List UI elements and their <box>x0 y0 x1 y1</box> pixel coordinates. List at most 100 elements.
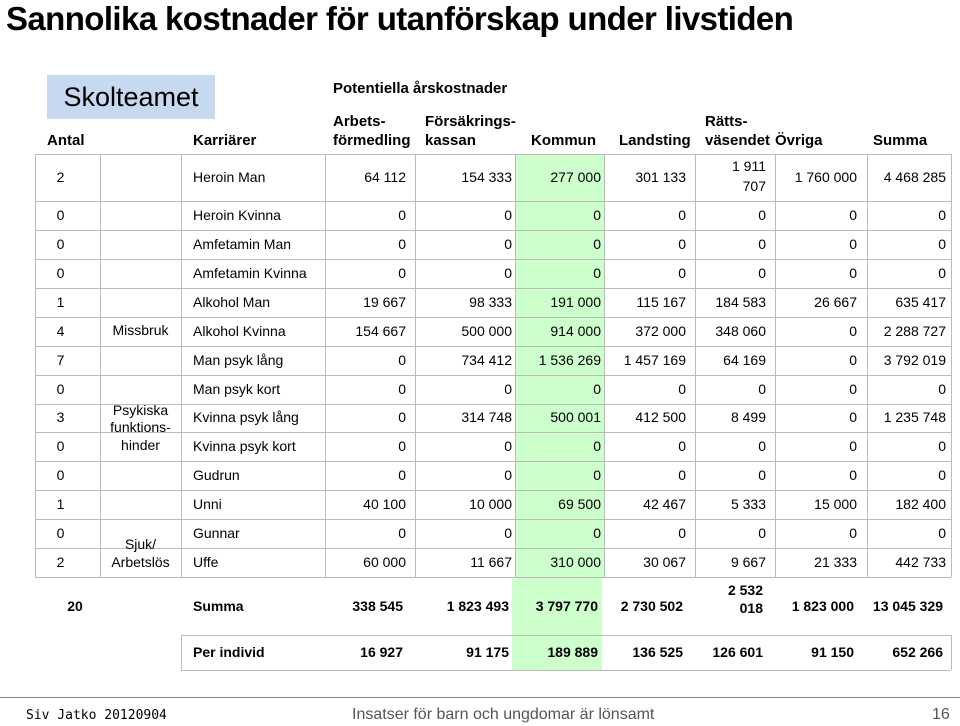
header-summa: Summa <box>873 132 928 149</box>
per-individ-value: 16 927 <box>360 644 403 660</box>
value-cell: 500 000 <box>461 322 512 339</box>
team-badge: Skolteamet <box>47 75 215 119</box>
value-cell: 8 499 <box>730 409 766 425</box>
value-cell: 40 100 <box>363 495 406 512</box>
value-cell: 0 <box>849 409 857 425</box>
value-cell: 0 <box>678 466 686 483</box>
col-line <box>604 154 605 577</box>
header-rattsvasendet-l1: Rätts- <box>705 113 748 130</box>
summa-value: 2 730 502 <box>620 598 683 614</box>
page-number: 16 <box>932 706 950 723</box>
col-line <box>100 154 101 577</box>
value-cell: 0 <box>938 466 946 483</box>
value-cell: 0 <box>504 264 512 281</box>
antal-cell: 3 <box>56 409 65 425</box>
summa-antal: 20 <box>67 598 83 614</box>
per-individ-right-line <box>951 635 952 670</box>
value-cell: 0 <box>398 206 406 223</box>
col-line <box>515 154 516 577</box>
value-cell: 0 <box>504 235 512 252</box>
row-line <box>35 461 951 462</box>
value-cell: 0 <box>398 524 406 541</box>
row-line <box>35 230 951 231</box>
summa-label: Summa <box>193 598 244 614</box>
header-kommun: Kommun <box>531 132 596 149</box>
value-cell: 0 <box>758 206 766 223</box>
antal-cell: 0 <box>56 380 65 397</box>
antal-cell: 1 <box>56 293 65 310</box>
value-cell: 372 000 <box>635 322 686 339</box>
header-antal: Antal <box>47 132 85 149</box>
value-cell: 0 <box>938 235 946 252</box>
value-cell: 64 112 <box>364 168 406 185</box>
header-forsakringskassan-l1: Försäkrings- <box>425 113 516 130</box>
antal-cell: 0 <box>56 264 65 281</box>
row-line <box>35 346 951 347</box>
antal-cell: 0 <box>56 524 65 541</box>
footer-title: Insatser för barn och ungdomar är lönsam… <box>352 706 655 723</box>
value-cell: 0 <box>849 264 857 281</box>
antal-cell: 0 <box>56 437 65 454</box>
value-cell: 60 000 <box>363 553 406 570</box>
value-cell: 0 <box>678 437 686 454</box>
value-cell: 11 667 <box>470 553 512 570</box>
value-cell: 0 <box>593 264 601 281</box>
value-cell: 0 <box>938 206 946 223</box>
value-cell: 1 760 000 <box>794 168 857 185</box>
antal-cell: 7 <box>56 351 65 368</box>
value-cell: 0 <box>758 264 766 281</box>
value-cell: 10 000 <box>469 495 512 512</box>
col-line <box>415 154 416 577</box>
value-cell: 0 <box>678 380 686 397</box>
career-name: Amfetamin Man <box>193 235 292 252</box>
value-cell: 30 067 <box>643 553 686 570</box>
value-cell: 0 <box>593 466 601 483</box>
antal-cell: 2 <box>56 553 65 570</box>
value-cell: 15 000 <box>814 495 857 512</box>
value-cell: 0 <box>398 235 406 252</box>
value-cell: 184 583 <box>715 293 766 310</box>
value-cell: 3 792 019 <box>883 351 946 368</box>
header-karriarer: Karriärer <box>193 132 257 149</box>
value-cell: 0 <box>849 235 857 252</box>
per-individ-value: 91 150 <box>811 644 854 660</box>
summa-value: 1 823 000 <box>791 598 854 614</box>
value-cell: 26 667 <box>814 293 857 310</box>
value-cell: 0 <box>398 437 406 454</box>
value-cell: 191 000 <box>550 293 601 310</box>
per-individ-value: 91 175 <box>466 644 509 660</box>
per-individ-value: 126 601 <box>712 644 763 660</box>
header-arbetsformedling-l2: förmedling <box>333 132 411 149</box>
header-arbetsformedling: Arbets- förmedling <box>333 112 411 150</box>
footer-author: Siv Jatko 20120904 <box>26 708 167 723</box>
value-cell: 42 467 <box>643 495 686 512</box>
value-cell: 1 235 748 <box>883 409 946 425</box>
value-cell: 442 733 <box>895 553 946 570</box>
per-individ-value: 189 889 <box>547 644 598 660</box>
value-cell: 301 133 <box>635 168 686 185</box>
value-cell: 277 000 <box>550 168 601 185</box>
summa-kommun-highlight <box>512 578 602 635</box>
value-cell: 0 <box>398 351 406 368</box>
value-cell: 0 <box>758 524 766 541</box>
cost-group-header: Potentiella årskostnader <box>333 80 508 97</box>
value-cell: 0 <box>593 380 601 397</box>
footer-divider <box>0 697 960 698</box>
career-name: Kvinna psyk lång <box>193 409 299 425</box>
group-psykiska-l2: funktions- <box>110 419 171 435</box>
value-cell: 19 667 <box>363 293 406 310</box>
value-cell: 154 667 <box>355 322 406 339</box>
value-cell: 0 <box>938 380 946 397</box>
page-title: Sannolika kostnader för utanförskap unde… <box>6 0 794 37</box>
value-cell: 0 <box>593 437 601 454</box>
value-cell: 0 <box>678 235 686 252</box>
value-cell: 9 667 <box>730 553 766 570</box>
value-cell: 0 <box>849 322 857 339</box>
col-line <box>951 154 952 577</box>
header-rattsvasendet-l2: väsendet <box>705 132 771 149</box>
value-cell: 0 <box>593 206 601 223</box>
career-name: Heroin Kvinna <box>193 206 281 223</box>
header-forsakringskassan: Försäkrings- kassan <box>425 112 516 150</box>
antal-cell: 1 <box>56 495 65 512</box>
value-cell: 0 <box>504 380 512 397</box>
